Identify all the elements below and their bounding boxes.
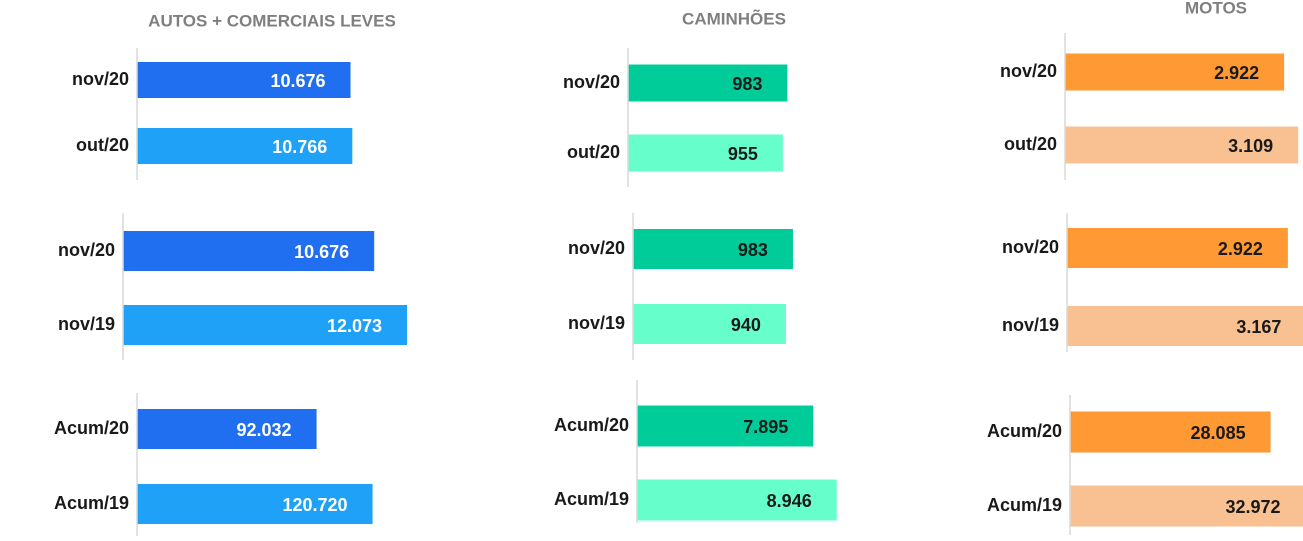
category-label: Acum/20 bbox=[54, 418, 129, 438]
category-label: nov/19 bbox=[568, 313, 625, 333]
category-label: Acum/20 bbox=[987, 421, 1062, 441]
category-label: nov/19 bbox=[1002, 315, 1059, 335]
category-label: Acum/19 bbox=[554, 489, 629, 509]
value-label: 7.895 bbox=[743, 417, 788, 437]
bar bbox=[633, 304, 786, 344]
value-label: 32.972 bbox=[1225, 497, 1280, 517]
value-label: 12.073 bbox=[327, 316, 382, 336]
bar bbox=[1070, 485, 1303, 527]
value-label: 3.167 bbox=[1236, 317, 1281, 337]
category-label: nov/20 bbox=[563, 72, 620, 92]
category-label: nov/20 bbox=[58, 240, 115, 260]
bar bbox=[1067, 228, 1288, 268]
category-label: Acum/19 bbox=[54, 493, 129, 513]
category-label: out/20 bbox=[76, 135, 129, 155]
bar bbox=[1065, 126, 1299, 164]
value-label: 28.085 bbox=[1191, 423, 1246, 443]
category-label: Acum/20 bbox=[554, 415, 629, 435]
category-label: out/20 bbox=[1004, 134, 1057, 154]
value-label: 92.032 bbox=[237, 420, 292, 440]
value-label: 3.109 bbox=[1228, 136, 1273, 156]
bar bbox=[137, 62, 351, 98]
bar bbox=[637, 405, 814, 447]
bar bbox=[137, 484, 373, 524]
bar bbox=[1065, 53, 1285, 91]
value-label: 10.676 bbox=[294, 242, 349, 262]
bar bbox=[628, 64, 788, 102]
bar bbox=[637, 479, 837, 521]
category-label: nov/20 bbox=[72, 69, 129, 89]
bar bbox=[137, 409, 317, 449]
bar bbox=[123, 305, 408, 345]
chart-title: MOTOS bbox=[1185, 0, 1247, 17]
value-label: 2.922 bbox=[1214, 63, 1259, 83]
value-label: 2.922 bbox=[1218, 239, 1263, 259]
value-label: 10.676 bbox=[270, 71, 325, 91]
bar bbox=[1067, 306, 1303, 346]
value-label: 955 bbox=[728, 144, 758, 164]
value-label: 983 bbox=[738, 240, 768, 260]
category-label: nov/20 bbox=[1000, 61, 1057, 81]
value-label: 940 bbox=[731, 315, 761, 335]
bar bbox=[123, 231, 375, 271]
chart-title: AUTOS + COMERCIAIS LEVES bbox=[148, 11, 396, 30]
bar bbox=[633, 229, 793, 269]
category-label: Acum/19 bbox=[987, 495, 1062, 515]
category-label: nov/20 bbox=[568, 238, 625, 258]
value-label: 120.720 bbox=[282, 495, 347, 515]
bar bbox=[137, 128, 353, 164]
chart-title: CAMINHÕES bbox=[682, 8, 786, 28]
category-label: nov/19 bbox=[58, 314, 115, 334]
value-label: 10.766 bbox=[272, 137, 327, 157]
value-label: 983 bbox=[732, 74, 762, 94]
category-label: nov/20 bbox=[1002, 237, 1059, 257]
category-label: out/20 bbox=[567, 142, 620, 162]
bar bbox=[628, 134, 783, 172]
value-label: 8.946 bbox=[767, 491, 812, 511]
bar bbox=[1070, 411, 1271, 453]
